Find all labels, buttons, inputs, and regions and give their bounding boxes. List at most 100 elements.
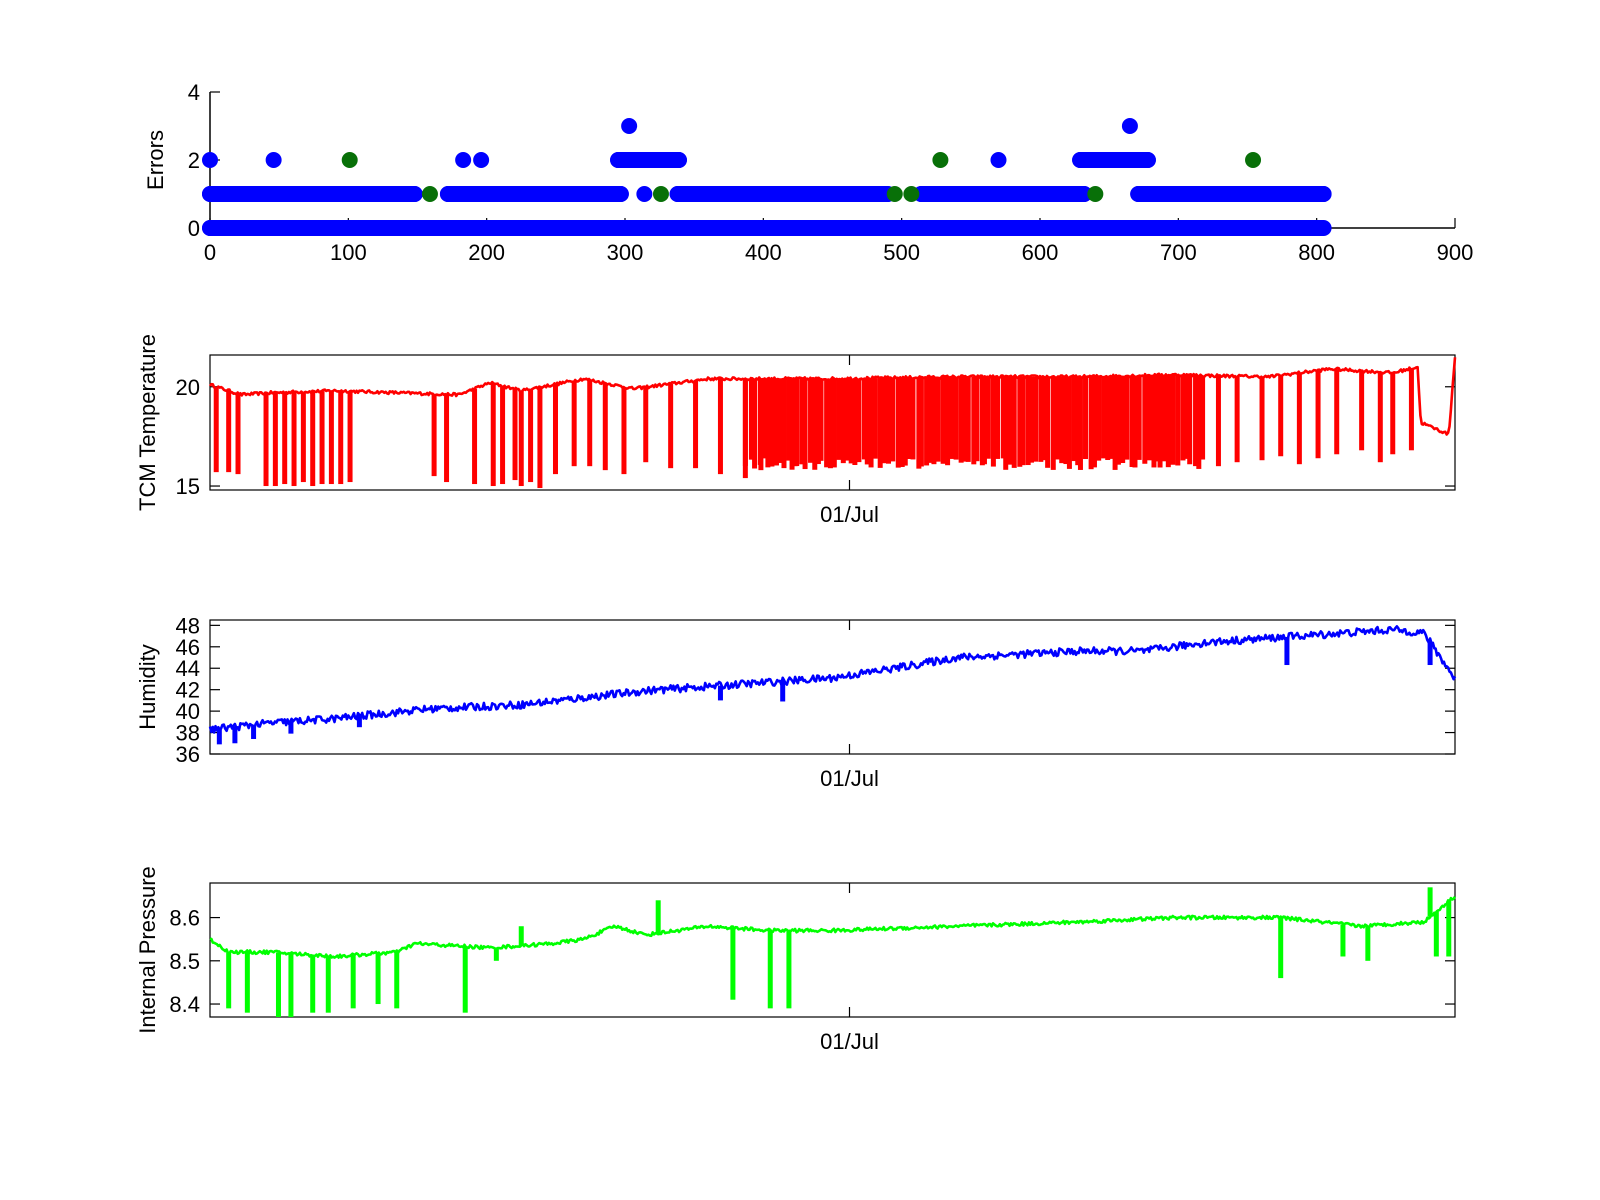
data-point: [1139, 152, 1156, 168]
data-dip: [1187, 375, 1193, 465]
data-dip: [1096, 376, 1102, 461]
plot-frame: [209, 354, 1456, 491]
data-point: [636, 186, 653, 202]
y-tick-label: 46: [176, 635, 200, 660]
x-tick-label: 0: [204, 240, 216, 265]
data-dip: [717, 685, 723, 701]
temperature-line: [208, 357, 1457, 436]
data-dip: [668, 383, 674, 469]
data-dip: [328, 390, 334, 485]
x-tick-label: 100: [330, 240, 367, 265]
data-dip: [571, 380, 577, 467]
data-dip: [940, 377, 946, 464]
data-dip: [1315, 370, 1321, 459]
tcm-temperature-plot: 15 20 01/Jul TCM Temperature: [135, 334, 1457, 527]
data-dip: [965, 376, 971, 462]
data-dip: [935, 377, 941, 462]
data-dip: [1153, 375, 1159, 462]
data-dip: [730, 927, 736, 1000]
data-dip: [985, 376, 991, 459]
data-point: [903, 186, 920, 202]
data-dip: [757, 378, 763, 465]
data-point: [1130, 186, 1147, 202]
data-point: [1087, 186, 1104, 202]
data-dip: [852, 378, 858, 466]
data-dip: [643, 387, 649, 463]
data-dip: [717, 378, 723, 475]
data-dip: [899, 377, 905, 467]
pressure-line: [209, 896, 1457, 959]
data-dip: [840, 378, 846, 464]
data-dip: [1055, 376, 1061, 460]
y-tick-label: 42: [176, 678, 200, 703]
data-dip: [1063, 376, 1069, 465]
y-tick-label: 15: [176, 474, 200, 499]
data-dip: [1427, 642, 1433, 666]
y-tick-label: 8.6: [169, 906, 200, 931]
data-dip: [1033, 376, 1039, 462]
data-dip: [924, 377, 930, 466]
data-dip: [962, 376, 968, 462]
data-dip: [777, 378, 783, 463]
data-dip: [263, 393, 269, 487]
y-tick-label: 44: [176, 656, 200, 681]
data-dip: [1112, 376, 1118, 470]
data-dip: [981, 376, 987, 465]
data-dip: [1165, 374, 1171, 468]
data-dip: [1170, 374, 1176, 465]
data-dip: [621, 386, 627, 475]
data-dip: [587, 380, 593, 467]
x-tick-label: 300: [607, 240, 644, 265]
data-dip: [244, 952, 250, 1013]
data-dip: [812, 378, 818, 470]
data-dip: [1161, 375, 1167, 462]
data-dip: [275, 952, 281, 1017]
data-dip: [1028, 376, 1034, 463]
data-dip: [971, 376, 977, 465]
data-dip: [518, 926, 524, 946]
data-dip: [1296, 372, 1302, 465]
data-dip: [742, 378, 748, 466]
data-dip: [472, 388, 478, 485]
data-dip: [794, 378, 800, 467]
data-dip: [1066, 376, 1072, 469]
data-dip: [537, 387, 543, 489]
data-dip: [868, 378, 874, 468]
data-dip: [1390, 372, 1396, 455]
data-dip: [1334, 369, 1340, 455]
data-dip: [1427, 887, 1433, 917]
data-dip: [1003, 376, 1009, 470]
data-dip: [877, 378, 883, 468]
data-dip: [1071, 376, 1077, 462]
data-dip: [844, 378, 850, 461]
data-dip: [1083, 376, 1089, 460]
data-dip: [1136, 375, 1142, 460]
data-dip: [319, 391, 325, 485]
data-dip: [1146, 375, 1152, 461]
data-dip: [1088, 376, 1094, 470]
data-dip: [827, 378, 833, 469]
data-dip: [1011, 376, 1017, 468]
y-tick-label: 36: [176, 742, 200, 767]
data-dip: [300, 391, 306, 483]
data-dip: [1284, 636, 1290, 666]
data-dip: [1129, 375, 1135, 467]
y-tick-label: 4: [188, 80, 200, 105]
data-dip: [769, 378, 775, 467]
data-dip: [831, 378, 837, 468]
data-point: [1308, 220, 1325, 236]
data-dip: [693, 380, 699, 469]
data-dip: [310, 391, 316, 487]
data-dip: [1109, 376, 1115, 459]
data-dip: [995, 376, 1001, 459]
data-point: [612, 186, 629, 202]
data-point: [1072, 152, 1089, 168]
data-dip: [773, 378, 779, 466]
data-dip: [931, 377, 937, 465]
data-dip: [1446, 901, 1452, 957]
data-dip: [288, 721, 294, 734]
data-dip: [213, 386, 219, 473]
data-point: [1121, 118, 1138, 134]
errors-plot: 0 100 200 300 400 500 600 700 800 900 0 2 4 Errors: [143, 80, 1473, 265]
x-tick-label: 600: [1022, 240, 1059, 265]
